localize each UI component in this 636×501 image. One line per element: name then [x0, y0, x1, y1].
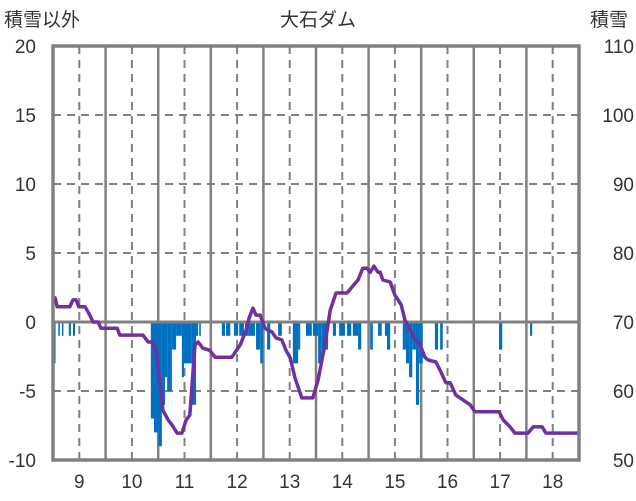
y-left-tick-label: 0 [25, 313, 36, 334]
y-right-tick-label: 80 [613, 244, 634, 265]
bar [352, 322, 359, 336]
bar [339, 322, 345, 336]
y-left-tick-label: 10 [15, 175, 36, 196]
y-right-tick-label: 60 [613, 382, 634, 403]
bar [183, 322, 192, 364]
y-right-tick-label: 50 [613, 451, 634, 472]
grid [53, 46, 579, 460]
bar [171, 322, 177, 350]
bar [239, 322, 244, 336]
line-series [51, 264, 579, 435]
bar [409, 322, 413, 378]
bar [260, 322, 263, 364]
bar [267, 322, 271, 350]
bar [226, 322, 231, 336]
snow-depth-line [51, 264, 579, 435]
x-tick-label: 14 [332, 472, 354, 493]
bar [358, 322, 362, 350]
y-right-tick-label: 90 [613, 175, 634, 196]
bar [306, 322, 312, 336]
bar [318, 322, 322, 364]
x-tick-label: 10 [121, 472, 142, 493]
bar [54, 322, 56, 364]
bar [298, 322, 301, 350]
bar [199, 322, 201, 336]
x-tick-label: 18 [542, 472, 563, 493]
chart-title: 大石ダム [280, 9, 356, 31]
y-left-tick-label: -5 [19, 382, 36, 403]
y-right-tick-label: 110 [604, 37, 634, 58]
bar [332, 322, 336, 336]
left-axis-title: 積雪以外 [4, 9, 80, 31]
x-tick-label: 9 [74, 472, 85, 493]
right-axis-title: 積雪 [590, 9, 628, 31]
x-tick-label: 16 [437, 472, 458, 493]
bar [419, 322, 423, 364]
bar [312, 322, 319, 336]
x-tick-label: 13 [279, 472, 300, 493]
bar [405, 322, 410, 364]
x-tick-label: 15 [384, 472, 405, 493]
bar [233, 322, 239, 336]
y-right-tick-label: 100 [602, 106, 634, 127]
bar [434, 322, 439, 350]
bar [167, 322, 172, 391]
bar [176, 322, 182, 336]
bar [181, 322, 184, 378]
y-left-tick-label: 20 [15, 37, 36, 58]
bar [153, 322, 159, 433]
x-tick-label: 11 [175, 472, 195, 493]
bar [278, 322, 282, 336]
bar [402, 322, 406, 350]
bar [68, 322, 71, 336]
bar [530, 322, 533, 336]
bar [150, 322, 154, 419]
axis-labels: 積雪以外 大石ダム 積雪 20 110 15 100 10 90 5 80 0 70 -5 60 -10… [4, 9, 634, 493]
bar [256, 322, 261, 350]
y-left-tick-label: 5 [25, 244, 36, 265]
bar [72, 322, 76, 336]
bar [161, 322, 166, 405]
bar [165, 322, 168, 378]
y-left-tick-label: 15 [15, 106, 36, 127]
bar [292, 322, 299, 364]
bar [58, 322, 60, 336]
bar [370, 322, 373, 350]
x-tick-label: 12 [227, 472, 248, 493]
bar [347, 322, 352, 336]
bar [378, 322, 382, 336]
y-left-tick-label: -10 [9, 451, 36, 472]
x-tick-label: 17 [490, 472, 511, 493]
bar [221, 322, 226, 336]
bar [387, 322, 391, 350]
bar [499, 322, 503, 350]
plot-frame [51, 44, 581, 462]
y-right-tick-label: 70 [613, 313, 634, 334]
bar [384, 322, 388, 336]
bar [440, 322, 443, 350]
bar [415, 322, 420, 405]
plot-border [51, 44, 581, 462]
bar [61, 322, 64, 336]
bar-series [54, 322, 533, 447]
bar [196, 322, 199, 336]
bar [248, 322, 255, 336]
